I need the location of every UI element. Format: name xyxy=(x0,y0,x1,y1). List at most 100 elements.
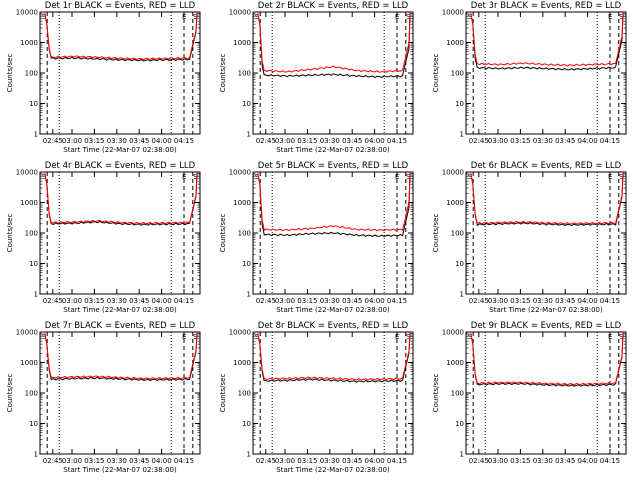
series-lld xyxy=(44,172,198,225)
y-tick-label: 1000 xyxy=(233,199,251,207)
y-tick-label: 10 xyxy=(242,100,251,108)
series-lld xyxy=(257,12,411,73)
start-marker: S xyxy=(255,13,260,21)
plot-frame xyxy=(465,11,627,135)
plot-frame xyxy=(252,331,414,455)
x-tick-label: 04:00 xyxy=(365,137,385,145)
x-axis-label: Start Time (22-Mar-07 02:38:00) xyxy=(63,306,177,314)
y-tick-label: 100 xyxy=(238,390,251,398)
x-tick-label: 03:30 xyxy=(107,137,127,145)
plot-frame xyxy=(39,331,201,455)
start-marker: S xyxy=(255,173,260,181)
y-tick-label: 10000 xyxy=(229,329,251,337)
panel-title: Det 5r BLACK = Events, RED = LLD xyxy=(258,161,409,171)
panel-6r: Det 6r BLACK = Events, RED = LLD 1 10 100 10… xyxy=(432,161,627,314)
x-tick-label: 02:45 xyxy=(469,137,489,145)
y-tick-label: 1000 xyxy=(233,39,251,47)
panel-title: Det 4r BLACK = Events, RED = LLD xyxy=(45,161,196,171)
x-tick-label: 03:00 xyxy=(488,297,508,305)
y-tick-label: 10000 xyxy=(229,9,251,17)
y-tick-label: 10000 xyxy=(442,169,464,177)
y-axis-label: Counts/sec xyxy=(432,54,440,93)
y-tick-label: 100 xyxy=(451,230,464,238)
start-marker: S xyxy=(255,333,260,341)
start-marker: S xyxy=(468,333,473,341)
panel-2r: Det 2r BLACK = Events, RED = LLD 1 10 100 10… xyxy=(219,1,414,154)
x-tick-label: 03:45 xyxy=(555,297,575,305)
x-tick-label: 03:15 xyxy=(510,457,530,465)
x-tick-label: 03:00 xyxy=(275,297,295,305)
x-axis-label: Start Time (22-Mar-07 02:38:00) xyxy=(489,306,603,314)
y-tick-label: 100 xyxy=(238,70,251,78)
plot-frame xyxy=(465,171,627,295)
series-lld xyxy=(44,332,198,380)
end-marker: E xyxy=(182,173,186,181)
x-tick-label: 03:45 xyxy=(342,297,362,305)
plot-frame xyxy=(39,171,201,295)
y-axis-label: Counts/sec xyxy=(219,54,227,93)
x-tick-label: 03:00 xyxy=(488,137,508,145)
x-axis-label: Start Time (22-Mar-07 02:38:00) xyxy=(63,146,177,154)
x-tick-label: 03:30 xyxy=(320,297,340,305)
y-tick-label: 10 xyxy=(29,260,38,268)
x-tick-label: 04:00 xyxy=(578,297,598,305)
start-marker: S xyxy=(193,173,198,181)
y-axis-label: Counts/sec xyxy=(6,214,14,253)
x-tick-label: 04:15 xyxy=(387,457,407,465)
start-marker: S xyxy=(42,173,47,181)
series-events xyxy=(257,172,411,238)
x-tick-label: 04:15 xyxy=(600,297,620,305)
panel-title: Det 7r BLACK = Events, RED = LLD xyxy=(45,321,196,331)
x-tick-label: 04:15 xyxy=(174,457,194,465)
end-marker: E xyxy=(182,333,186,341)
end-marker: E xyxy=(395,173,399,181)
x-tick-label: 03:30 xyxy=(320,137,340,145)
y-tick-label: 100 xyxy=(25,230,38,238)
y-tick-label: 10 xyxy=(455,100,464,108)
y-tick-label: 100 xyxy=(238,230,251,238)
y-axis-label: Counts/sec xyxy=(6,374,14,413)
y-tick-label: 10000 xyxy=(16,329,38,337)
x-tick-label: 04:00 xyxy=(365,457,385,465)
y-tick-label: 10 xyxy=(242,420,251,428)
series-events xyxy=(44,332,198,382)
y-tick-label: 10 xyxy=(242,260,251,268)
y-axis-label: Counts/sec xyxy=(6,54,14,93)
x-tick-label: 03:30 xyxy=(107,297,127,305)
x-tick-label: 03:30 xyxy=(533,137,553,145)
panel-title: Det 6r BLACK = Events, RED = LLD xyxy=(471,161,622,171)
y-tick-label: 1 xyxy=(460,291,464,299)
panel-title: Det 9r BLACK = Events, RED = LLD xyxy=(471,321,622,331)
series-lld xyxy=(470,332,624,386)
y-tick-label: 100 xyxy=(451,390,464,398)
x-tick-label: 02:45 xyxy=(256,137,276,145)
series-events xyxy=(470,12,624,71)
x-tick-label: 04:15 xyxy=(387,297,407,305)
y-tick-label: 1000 xyxy=(446,199,464,207)
y-tick-label: 1000 xyxy=(20,199,38,207)
start-marker: S xyxy=(468,13,473,21)
x-tick-label: 03:00 xyxy=(275,137,295,145)
series-lld xyxy=(257,332,411,381)
x-tick-label: 02:45 xyxy=(43,137,63,145)
y-tick-label: 1000 xyxy=(446,359,464,367)
panel-5r: Det 5r BLACK = Events, RED = LLD 1 10 100 10… xyxy=(219,161,414,314)
start-marker: S xyxy=(619,13,624,21)
series-lld xyxy=(44,12,198,61)
y-tick-label: 10 xyxy=(455,260,464,268)
y-tick-label: 10 xyxy=(455,420,464,428)
x-tick-label: 03:00 xyxy=(62,457,82,465)
x-tick-label: 03:45 xyxy=(342,137,362,145)
x-tick-label: 04:00 xyxy=(578,457,598,465)
end-marker: E xyxy=(395,13,399,21)
series-events xyxy=(257,332,411,383)
y-tick-label: 10 xyxy=(29,420,38,428)
y-tick-label: 1 xyxy=(460,451,464,459)
series-events xyxy=(44,12,198,62)
x-axis-label: Start Time (22-Mar-07 02:38:00) xyxy=(276,466,390,474)
x-tick-label: 04:15 xyxy=(387,137,407,145)
series-events xyxy=(470,332,624,387)
x-tick-label: 03:45 xyxy=(342,457,362,465)
panel-8r: Det 8r BLACK = Events, RED = LLD 1 10 100 10… xyxy=(219,321,414,474)
